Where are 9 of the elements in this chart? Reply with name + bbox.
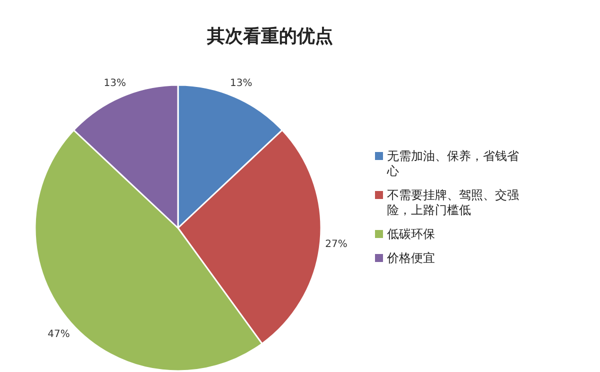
data-label: 13% [104,78,126,90]
data-label: 47% [48,329,70,340]
chart-title: 其次看重的优点 [206,26,333,46]
legend-label: 不需要挂牌、驾照、交强险，上路门槛低 [387,188,519,217]
data-label: 13% [230,78,252,90]
legend-label: 无需加油、保养，省钱省心 [386,149,519,178]
data-label: 27% [325,238,348,250]
legend-label: 低碳环保 [387,227,435,241]
legend-label: 价格便宜 [386,251,435,265]
